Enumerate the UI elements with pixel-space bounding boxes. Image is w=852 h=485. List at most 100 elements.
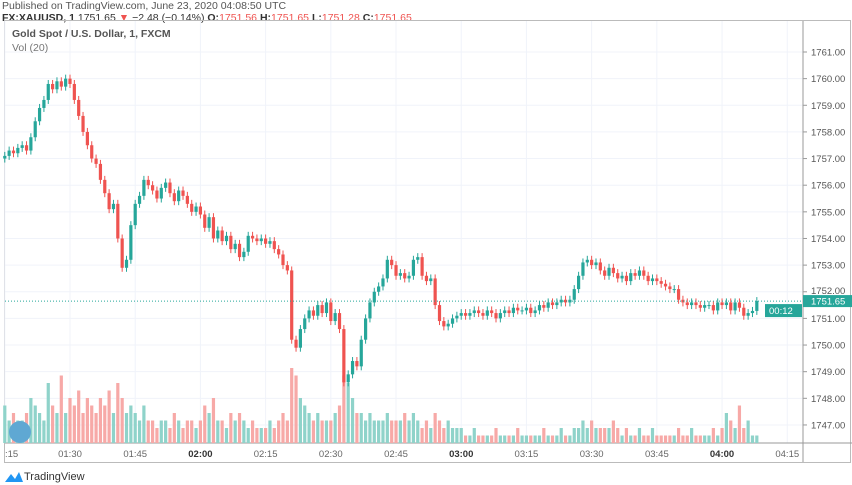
volume-bar [3, 405, 7, 443]
volume-bar [177, 420, 181, 443]
candle [672, 289, 676, 291]
candle [281, 254, 285, 266]
countdown-badge [765, 304, 802, 318]
volume-bar [246, 428, 250, 443]
candle [85, 131, 89, 146]
volume-bar [164, 420, 168, 443]
volume-bar [576, 428, 581, 443]
candle [459, 313, 463, 316]
candle [455, 315, 459, 319]
candle [550, 302, 555, 306]
candle [229, 235, 233, 250]
high-value: 1751.65 [271, 12, 310, 24]
candle [603, 270, 607, 276]
volume-bar [77, 390, 81, 443]
volume-bar [450, 428, 455, 443]
candle [181, 190, 185, 196]
volume-bar [516, 428, 520, 443]
candle [637, 270, 642, 276]
x-tick-label: 01:45 [123, 449, 147, 460]
candle [546, 302, 550, 308]
volume-bar [429, 428, 433, 443]
candle [68, 78, 72, 84]
candle [107, 193, 111, 210]
volume-bar [394, 420, 398, 443]
y-tick-label: 1756.00 [811, 181, 845, 192]
volume-bar [337, 405, 342, 443]
candle [46, 83, 50, 100]
volume-bar [368, 413, 372, 443]
volume-bar [359, 413, 363, 443]
candle [98, 163, 103, 180]
candle [711, 305, 715, 311]
candle [694, 302, 698, 306]
volume-bar [485, 435, 489, 443]
candle [285, 265, 289, 271]
candle [559, 299, 563, 303]
candle [268, 241, 272, 244]
volume-bar [403, 413, 407, 443]
volume-bar [329, 420, 333, 443]
low-value: 1751.28 [321, 12, 360, 24]
candle [350, 361, 355, 375]
candle [233, 243, 237, 250]
volume-bar [94, 413, 98, 443]
volume-bar [342, 375, 346, 443]
volume-bar [59, 375, 63, 443]
candle [703, 305, 707, 308]
candle [146, 179, 150, 186]
candle [655, 278, 659, 282]
volume-bar [381, 420, 385, 443]
tradingview-logo[interactable]: TradingView [4, 470, 85, 484]
candle [676, 289, 681, 300]
candle [524, 307, 529, 311]
x-tick-label: 03:30 [580, 449, 604, 460]
candle [224, 235, 229, 242]
x-tick-label: 02:00 [188, 449, 212, 460]
candle [594, 262, 598, 266]
symbol: FX:XAUUSD, 1 [2, 12, 75, 24]
x-tick-label: 03:45 [645, 449, 669, 460]
volume-bar [503, 435, 507, 443]
candle [194, 206, 198, 212]
candle [498, 313, 502, 319]
volume-bar [585, 428, 589, 443]
candle [185, 195, 189, 204]
candle [150, 185, 155, 191]
candle [211, 217, 216, 239]
candle [129, 225, 133, 260]
candle [520, 310, 524, 312]
volume-bar [155, 428, 159, 443]
volume-bar [690, 428, 694, 443]
candle [385, 259, 389, 279]
candle [446, 323, 450, 327]
candle [750, 310, 755, 314]
volume-bar [616, 428, 620, 443]
candle [20, 145, 24, 148]
y-tick-label: 1759.00 [811, 101, 845, 112]
volume-bar [698, 435, 702, 443]
candle [316, 305, 320, 316]
y-tick-label: 1747.00 [811, 420, 845, 431]
volume-bar [533, 435, 537, 443]
volume-bar [142, 405, 146, 443]
volume-bar [398, 420, 402, 443]
volume-bar [355, 413, 359, 443]
y-tick-label: 1755.00 [811, 207, 845, 218]
volume-bar [655, 435, 659, 443]
candle [403, 273, 407, 279]
volume-bar [51, 405, 55, 443]
volume-bar [642, 435, 646, 443]
volume-bar [272, 428, 276, 443]
volume-bar [281, 413, 285, 443]
symbol-bar: FX:XAUUSD, 1 1751.65 ▼ −2.48 (−0.14%) O:… [2, 12, 412, 24]
candle [450, 318, 455, 324]
candle [24, 145, 29, 151]
candle [16, 147, 20, 154]
volume-bar [33, 405, 37, 443]
candle [3, 155, 7, 159]
candle [255, 238, 259, 242]
candle [490, 310, 494, 314]
candle [346, 374, 350, 383]
